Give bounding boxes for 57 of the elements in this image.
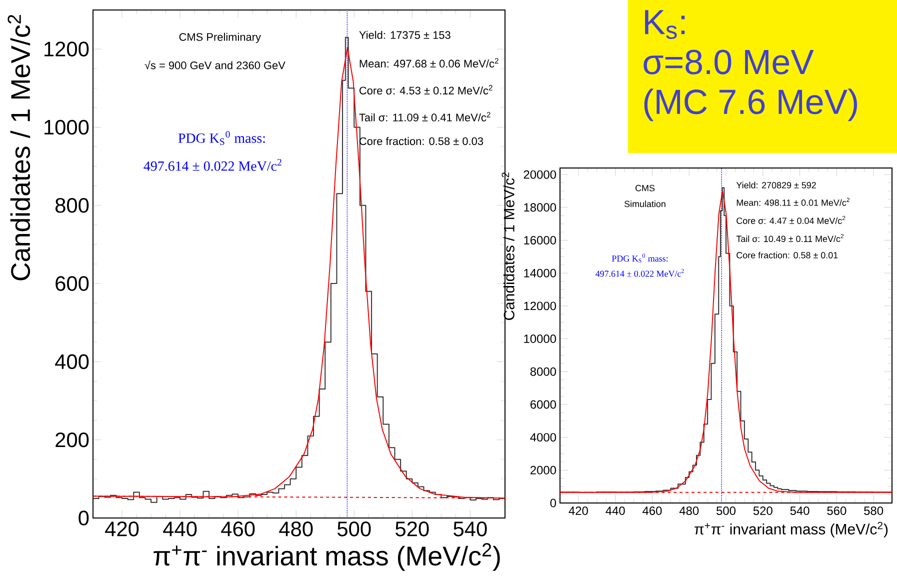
y-tick-label: 1200: [44, 42, 89, 56]
annotation: CMS: [635, 184, 655, 192]
y-tick-label: 600: [56, 276, 89, 291]
x-tick-label: 420: [105, 522, 139, 536]
y-tick-label: 800: [55, 198, 89, 213]
annotation: Core σ: 4.47 ± 0.04 MeV/c$^{2}$: [736, 216, 846, 224]
x-tick-label: 500: [338, 522, 371, 536]
annotation: Yield: 270829 ± 592: [736, 182, 816, 188]
x-tick-label: 540: [790, 506, 810, 515]
x-tick-label: 480: [679, 506, 699, 515]
x-tick-label: 520: [396, 522, 429, 536]
x-axis-title: π$^{+}$π$^{-}$ invariant mass (MeV/c$^{2}$): [694, 522, 888, 538]
y-tick-label: 12000: [524, 302, 556, 310]
y-tick-label: 4000: [530, 433, 556, 442]
annotation: Simulation: [624, 200, 666, 208]
x-tick-label: 420: [568, 506, 588, 515]
y-tick-label: 8000: [530, 367, 556, 376]
x-tick-label: 520: [753, 506, 772, 515]
x-tick-label: 480: [279, 522, 313, 536]
y-tick-label: 2000: [530, 466, 556, 474]
annotation: Core σ: 4.53 ± 0.12 MeV/c$^{2}$: [360, 85, 492, 94]
annotation: CMS Preliminary: [179, 32, 261, 44]
y-tick-label: 14000: [524, 268, 556, 278]
annotation: 497.614 ± 0.022 MeV/c$^{2}$: [144, 158, 282, 171]
x-tick-label: 440: [163, 522, 197, 536]
y-tick-label: 400: [55, 354, 89, 370]
y-tick-label: 1000: [44, 120, 89, 135]
text: K$_{s}$:: [645, 10, 685, 39]
annotation: PDG K$_{S}$$^{0}$ mass:: [612, 254, 668, 263]
annotation: √s = 900 GeV and 2360 GeV: [144, 60, 286, 70]
annotation: PDG K$_{S}$$^{0}$ mass:: [178, 131, 265, 145]
y-tick-label: 20000: [524, 170, 556, 179]
y-tick-label: 200: [56, 432, 89, 448]
annotation: 497.614 ± 0.022 MeV/c$^{2}$: [596, 268, 684, 277]
annotation: Core fraction: 0.58 ± 0.01: [736, 252, 838, 258]
y-tick-label: 0: [550, 498, 556, 508]
annotation: Mean: 497.68 ± 0.06 MeV/c$^{2}$: [360, 58, 498, 68]
x-tick-label: 580: [864, 506, 884, 515]
x-tick-label: 460: [642, 506, 662, 515]
x-tick-label: 440: [606, 506, 625, 515]
y-tick-label: 10000: [524, 334, 556, 344]
x-axis-title: π$^{+}$π$^{-}$ invariant mass (MeV/c$^{2}$): [154, 543, 500, 571]
text: (MC 7.6 MeV): [644, 88, 858, 122]
annotation: Tail σ: 10.49 ± 0.11 MeV/c$^{2}$: [736, 234, 844, 242]
y-tick-label: 16000: [524, 236, 556, 244]
y-tick-label: 0: [78, 510, 89, 526]
y-axis-title: Candidates / 1 MeV/c$^{2}$: [8, 14, 30, 280]
x-tick-label: 560: [827, 506, 846, 515]
x-tick-label: 540: [454, 522, 487, 536]
x-tick-label: 500: [716, 506, 736, 515]
y-tick-label: 18000: [524, 203, 556, 212]
annotation: Yield: 17375 ± 153: [359, 30, 450, 39]
y-tick-label: 6000: [530, 400, 556, 409]
x-tick-label: 460: [221, 522, 255, 536]
annotation: Mean: 498.11 ± 0.01 MeV/c$^{2}$: [736, 198, 850, 206]
text: σ=8.0 MeV: [644, 50, 814, 74]
annotation: Tail σ: 11.09 ± 0.41 MeV/c$^{2}$: [359, 112, 490, 122]
